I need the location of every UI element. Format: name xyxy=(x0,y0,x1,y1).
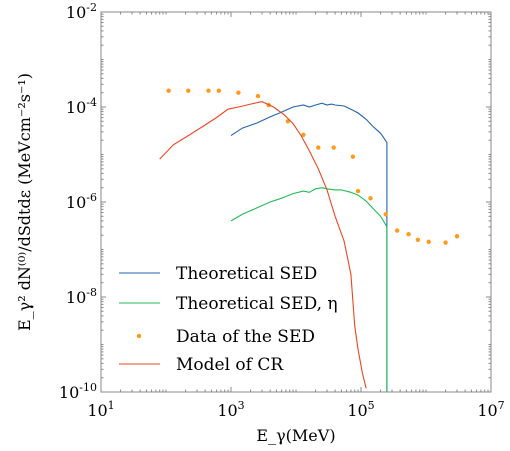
data-point xyxy=(383,212,388,217)
data-point xyxy=(355,188,361,194)
series-line-0 xyxy=(230,102,388,392)
series-line-1 xyxy=(230,187,388,392)
y-tick-labels: 10-2 10-4 10-6 10-8 10-10 xyxy=(59,1,97,402)
data-point xyxy=(426,239,431,245)
data-point xyxy=(166,88,171,93)
data-point xyxy=(368,196,373,201)
x-tick-labels: 101 103 105 107 xyxy=(87,399,504,420)
data-point xyxy=(443,240,448,245)
y-tick-label: 10-10 xyxy=(59,381,97,402)
data-point xyxy=(216,88,222,93)
data-point xyxy=(406,231,411,237)
y-tick-label: 10-6 xyxy=(66,191,97,212)
data-point xyxy=(415,237,421,243)
legend-label-3: Model of CR xyxy=(176,355,284,375)
data-point xyxy=(454,234,460,239)
series-layer xyxy=(159,88,460,392)
data-point xyxy=(186,88,191,93)
legend-label-0: Theoretical SED xyxy=(176,264,317,284)
data-point xyxy=(301,132,306,137)
data-point xyxy=(394,228,400,233)
y-tick-label: 10-8 xyxy=(66,286,97,307)
legend: Theoretical SED Theoretical SED, η Data of… xyxy=(119,264,338,375)
y-tick-label: 10-4 xyxy=(66,96,97,117)
y-axis-label: E_γ² dN⁽⁰⁾/dSdtdε (MeVcm⁻²s⁻¹) xyxy=(15,73,34,331)
legend-swatch-2 xyxy=(136,333,142,339)
x-tick-label: 103 xyxy=(217,399,244,420)
data-point xyxy=(350,154,356,159)
data-point xyxy=(316,145,321,150)
legend-label-2: Data of the SED xyxy=(176,327,315,347)
axis-ticks xyxy=(101,12,491,392)
data-point xyxy=(255,93,261,99)
data-point xyxy=(206,88,211,93)
legend-label-1: Theoretical SED, η xyxy=(176,294,338,314)
data-point xyxy=(236,90,241,95)
y-tick-label: 10-2 xyxy=(66,1,97,22)
x-tick-label: 101 xyxy=(87,399,114,420)
data-point xyxy=(331,145,336,150)
x-axis-label: E_γ(MeV) xyxy=(256,426,335,445)
x-tick-label: 105 xyxy=(347,399,374,420)
series-line-3 xyxy=(159,101,367,389)
x-tick-label: 107 xyxy=(477,399,504,420)
